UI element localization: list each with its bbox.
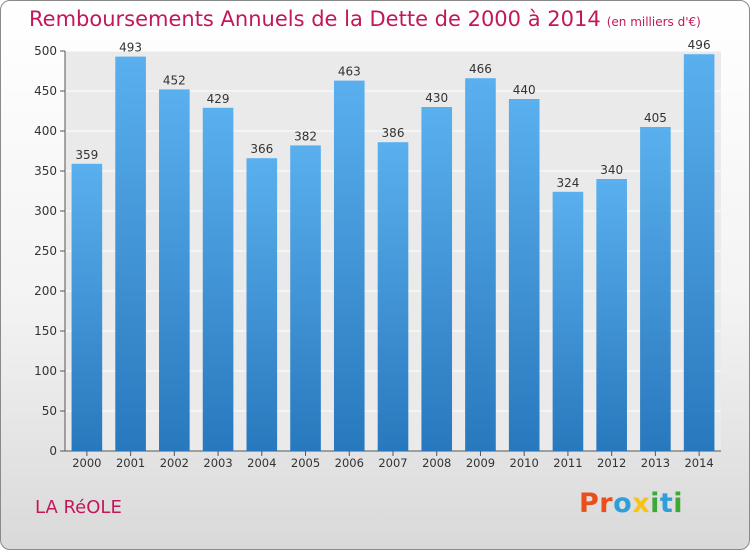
bar-value-label: 340: [600, 163, 623, 177]
x-tick-label: 2008: [422, 456, 451, 470]
bar-value-label: 429: [207, 92, 230, 106]
chart-title: Remboursements Annuels de la Dette de 20…: [29, 7, 701, 31]
bar: [333, 80, 365, 451]
logo-letter: t: [659, 488, 674, 519]
bar: [640, 127, 671, 451]
y-tick-label: 150: [34, 324, 57, 338]
bar-value-label: 466: [469, 62, 492, 76]
x-tick-label: 2001: [116, 456, 145, 470]
x-tick-label: 2005: [291, 456, 320, 470]
x-tick-label: 2009: [466, 456, 495, 470]
y-tick-label: 250: [34, 244, 57, 258]
bar-value-label: 382: [294, 129, 317, 143]
bar: [552, 191, 584, 452]
x-tick-label: 2012: [597, 456, 626, 470]
y-tick-label: 400: [34, 124, 57, 138]
x-tick-label: 2010: [510, 456, 539, 470]
logo-letter: P: [579, 488, 600, 519]
logo-letter: o: [613, 488, 633, 519]
x-tick-label: 2003: [203, 456, 232, 470]
x-tick-label: 2002: [160, 456, 189, 470]
y-tick-label: 200: [34, 284, 57, 298]
y-tick-label: 50: [42, 404, 57, 418]
x-tick-label: 2014: [684, 456, 713, 470]
bar: [246, 158, 278, 451]
x-tick-label: 2004: [247, 456, 276, 470]
bar-value-label: 324: [556, 176, 579, 190]
bar: [290, 145, 321, 451]
bar-value-label: 386: [382, 126, 405, 140]
bar-value-label: 493: [119, 41, 142, 55]
x-tick-label: 2006: [335, 456, 364, 470]
bar: [596, 179, 627, 451]
y-tick-label: 100: [34, 364, 57, 378]
y-tick-label: 500: [34, 44, 57, 58]
y-tick-label: 350: [34, 164, 57, 178]
logo-letter: r: [599, 488, 614, 519]
bar-value-label: 359: [75, 148, 98, 162]
x-tick-label: 2000: [72, 456, 101, 470]
bar-value-label: 440: [513, 83, 536, 97]
bar-value-label: 405: [644, 111, 667, 125]
bar: [377, 142, 409, 451]
bar-value-label: 496: [688, 38, 711, 52]
logo-letter: i: [673, 488, 684, 519]
bar: [465, 78, 496, 451]
logo-letter: x: [632, 488, 651, 519]
bar-value-label: 452: [163, 73, 186, 87]
bar: [159, 89, 190, 452]
bar-value-label: 366: [250, 142, 273, 156]
proxiti-logo: Proxiti: [579, 488, 683, 519]
x-tick-label: 2011: [553, 456, 582, 470]
unit-note: (en milliers d'€): [606, 15, 701, 29]
bar: [421, 107, 453, 451]
bar: [71, 163, 103, 452]
bar: [683, 54, 715, 451]
chart-title-text: Remboursements Annuels de la Dette de 20…: [29, 7, 601, 31]
logo-letter: i: [650, 488, 660, 519]
y-tick-label: 450: [34, 84, 57, 98]
y-tick-label: 0: [49, 444, 57, 458]
bar: [115, 56, 146, 451]
bar: [202, 107, 234, 452]
bar-value-label: 463: [338, 65, 361, 79]
bar: [508, 99, 540, 451]
place-name: LA RéOLE: [35, 497, 122, 518]
x-tick-label: 2007: [378, 456, 407, 470]
bar-value-label: 430: [425, 91, 448, 105]
x-tick-label: 2013: [641, 456, 670, 470]
y-tick-label: 300: [34, 204, 57, 218]
